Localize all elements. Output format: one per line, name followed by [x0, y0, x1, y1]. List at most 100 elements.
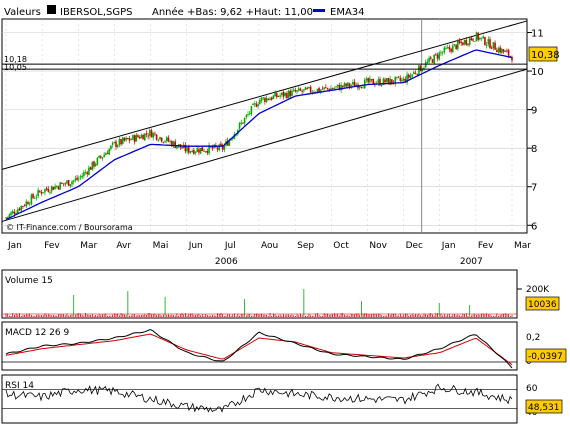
volume-label: Volume 15: [5, 276, 53, 286]
candle-body: [511, 57, 513, 61]
candle-body: [455, 44, 457, 50]
candle-body: [465, 39, 468, 45]
price-y-ticks: 6 7 8 9 10 11: [527, 28, 544, 232]
candle-body: [115, 141, 117, 147]
current-volume-value: 10036: [528, 300, 557, 310]
candle-body: [306, 88, 309, 89]
candle-body: [33, 198, 36, 199]
candle-body: [292, 89, 295, 91]
candle-body: [303, 89, 305, 91]
macd-plot-area: [1, 321, 518, 371]
candle-body: [93, 161, 95, 167]
candle-body: [457, 40, 459, 49]
candle-body: [221, 145, 224, 150]
month-label: Jan: [7, 241, 22, 251]
candle-body: [350, 85, 353, 87]
candle-body: [299, 88, 302, 91]
candle-body: [113, 141, 116, 143]
candle-body: [470, 37, 473, 41]
candle-body: [79, 176, 82, 178]
candle-body: [64, 183, 67, 185]
candle-body: [426, 61, 429, 63]
candle-body: [15, 213, 17, 215]
candle-body: [438, 52, 441, 60]
candle-body: [323, 87, 325, 90]
ticker-label: IBERSOL,SGPS: [60, 7, 133, 18]
macd-lines: [2, 328, 517, 369]
candle-body: [157, 140, 160, 142]
month-label: Oct: [333, 241, 349, 251]
candle-body: [257, 104, 259, 107]
candle-body: [440, 52, 442, 54]
month-label: Mar: [514, 241, 531, 251]
candle-body: [145, 133, 148, 135]
price-plot-area: [1, 18, 528, 234]
candle-body: [358, 86, 361, 88]
candle-body: [363, 79, 366, 89]
candle-body: [231, 137, 234, 140]
candle-body: [59, 182, 61, 190]
current-macd-box: [525, 348, 567, 363]
current-rsi-value: 48,531: [528, 403, 560, 413]
candle-body: [421, 69, 424, 71]
candle-body: [128, 138, 131, 141]
candle-body: [502, 49, 505, 52]
candle-body: [501, 48, 503, 53]
month-label: Sep: [297, 241, 314, 251]
candle-body: [11, 211, 14, 214]
candle-body: [171, 141, 173, 147]
candle-body: [193, 149, 195, 154]
candle-body: [30, 194, 33, 205]
candle-body: [61, 183, 63, 184]
candle-body: [155, 134, 158, 140]
current-price-box: [528, 46, 558, 62]
candle-body: [6, 216, 9, 218]
candle-body: [296, 90, 298, 92]
candle-body: [253, 103, 256, 105]
candle-body: [291, 90, 293, 96]
candle-body: [326, 87, 329, 89]
price-y-tick-label: 6: [531, 221, 537, 232]
candle-body: [279, 95, 281, 97]
candle-body: [108, 148, 111, 155]
candle-body: [138, 137, 141, 139]
candle-body: [137, 135, 139, 138]
candle-body: [372, 78, 375, 85]
candle-body: [247, 114, 249, 115]
candle-body: [77, 178, 80, 180]
candle-body: [445, 48, 447, 49]
candle-body: [367, 78, 369, 83]
rsi-plot-area: [1, 374, 518, 424]
candle-body: [482, 36, 485, 39]
candle-body: [10, 212, 12, 216]
candle-body: [495, 50, 498, 52]
volume-tick-label: 200K: [526, 285, 550, 295]
year-label: 2006: [215, 257, 238, 267]
candle-body: [490, 47, 493, 49]
candle-body: [380, 84, 383, 86]
candle-body: [5, 217, 7, 219]
candle-body: [72, 180, 75, 182]
candle-body: [204, 151, 207, 152]
price-candles: [5, 31, 513, 221]
candle-body: [181, 147, 183, 149]
month-label: Jul: [224, 241, 236, 251]
candle-body: [333, 88, 336, 89]
candle-body: [162, 141, 165, 143]
candle-body: [39, 190, 41, 192]
candle-body: [191, 150, 193, 153]
rsi-panel: RSI 14 60 40 48,531: [1, 374, 563, 424]
candle-body: [308, 86, 310, 89]
candle-body: [143, 133, 146, 141]
candle-body: [468, 38, 471, 45]
macd-signal-line: [5, 333, 513, 366]
candle-body: [462, 42, 464, 46]
candle-body: [67, 180, 70, 186]
candle-body: [484, 37, 486, 46]
candle-body: [448, 47, 451, 50]
candle-body: [252, 103, 254, 106]
candle-body: [348, 83, 351, 87]
candle-body: [394, 77, 397, 84]
